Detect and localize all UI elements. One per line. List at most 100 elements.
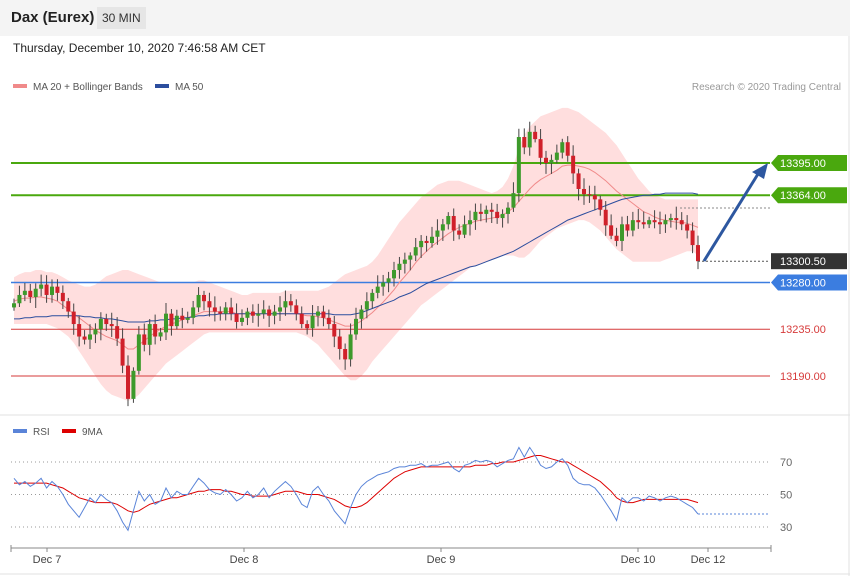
candle-body-down <box>696 245 700 262</box>
candle <box>343 343 348 370</box>
support-level-label: 13280.00 <box>780 277 826 289</box>
candle <box>267 305 272 327</box>
candle-body-down <box>603 209 608 226</box>
candle-body-down <box>142 334 147 345</box>
resistance-level-tag <box>771 155 847 171</box>
candle-body-up <box>440 224 445 231</box>
candle <box>44 275 49 303</box>
candle-body-down <box>625 224 630 231</box>
candle-body-up <box>191 307 196 318</box>
candle <box>408 252 413 271</box>
candle-body-down <box>582 188 586 195</box>
candle-body-down <box>126 365 130 399</box>
candle-body-up <box>647 220 652 225</box>
candle-body-down <box>250 311 255 316</box>
candle-body-down <box>77 324 82 337</box>
candle <box>641 211 646 229</box>
candle-body-down <box>451 215 456 231</box>
candle <box>375 275 380 299</box>
candle <box>424 235 429 252</box>
candle-body-down <box>679 220 684 225</box>
timeframe-selector[interactable]: 30 MIN <box>97 7 146 29</box>
candle-body-down <box>609 225 614 236</box>
candle-body-down <box>321 311 326 318</box>
candle <box>554 144 559 164</box>
forecast-arrow-shaft <box>702 173 760 262</box>
candle <box>185 311 190 324</box>
x-axis-label: Dec 12 <box>691 554 726 566</box>
candle <box>261 300 266 319</box>
chart-datetime: Thursday, December 10, 2020 7:46:58 AM C… <box>13 41 266 55</box>
candle <box>582 178 586 205</box>
candle-body-down <box>82 336 87 340</box>
candle <box>109 312 114 337</box>
rsi-tick-label: 30 <box>780 522 792 534</box>
candle <box>500 209 505 228</box>
candle <box>33 283 38 308</box>
candle-body-up <box>93 329 98 335</box>
bollinger-bands <box>14 107 698 401</box>
candle <box>468 210 472 236</box>
candle <box>245 307 250 326</box>
candle-body-down <box>104 318 109 325</box>
candle <box>359 305 364 329</box>
candle <box>218 306 223 321</box>
candle-body-down <box>690 230 695 246</box>
candle <box>478 203 483 222</box>
resistance-level-label: 13395.00 <box>780 158 826 170</box>
candle-body-up <box>419 240 424 248</box>
candle-body-down <box>424 240 429 244</box>
candle <box>288 294 293 312</box>
candle-body-down <box>207 301 212 308</box>
candle <box>88 324 92 349</box>
candle-body-up <box>33 288 38 298</box>
target-level-label: 13235.00 <box>780 324 826 336</box>
copyright-text: Research © 2020 Trading Central <box>692 82 841 93</box>
legend-label-ma50: MA 50 <box>175 82 204 93</box>
candle <box>104 313 109 331</box>
candle <box>142 323 147 352</box>
candle-body-up <box>22 290 27 295</box>
legend-swatch-ma50 <box>155 84 169 88</box>
candle-body-up <box>392 270 396 279</box>
candle <box>202 290 206 311</box>
candle <box>506 202 510 224</box>
candle <box>685 215 690 239</box>
candle-body-up <box>500 213 505 219</box>
legend-swatch-ma20 <box>13 84 27 88</box>
candle-body-down <box>495 211 500 219</box>
candle <box>283 290 288 316</box>
candle-body-up <box>506 207 510 214</box>
candle-body-down <box>326 317 331 325</box>
candle <box>131 367 136 403</box>
candle <box>435 219 440 245</box>
candle-body-down <box>115 326 120 339</box>
candle <box>413 237 418 262</box>
candle <box>614 227 619 247</box>
candle-body-up <box>185 317 190 320</box>
rsi-ma-line <box>14 455 699 513</box>
candle <box>516 128 521 202</box>
candle-body-down <box>571 155 576 174</box>
candle-body-up <box>527 131 532 148</box>
rsi-line <box>13 446 699 532</box>
candle <box>223 302 228 321</box>
candle-body-up <box>136 334 141 371</box>
candle-body-up <box>430 236 434 244</box>
candle-body-down <box>614 235 619 241</box>
candle-body-down <box>489 209 494 212</box>
candle <box>565 136 570 162</box>
candle <box>370 289 375 309</box>
x-axis-label: Dec 9 <box>427 554 456 566</box>
candle <box>636 209 641 229</box>
candle <box>679 212 684 231</box>
candle-body-up <box>272 311 277 316</box>
candle-body-up <box>164 313 168 333</box>
candle-body-up <box>223 307 228 314</box>
candle <box>294 299 299 321</box>
candle <box>533 125 538 143</box>
candle <box>446 212 451 230</box>
candle <box>337 329 342 360</box>
candle-body-up <box>245 311 250 318</box>
candle <box>348 323 353 367</box>
